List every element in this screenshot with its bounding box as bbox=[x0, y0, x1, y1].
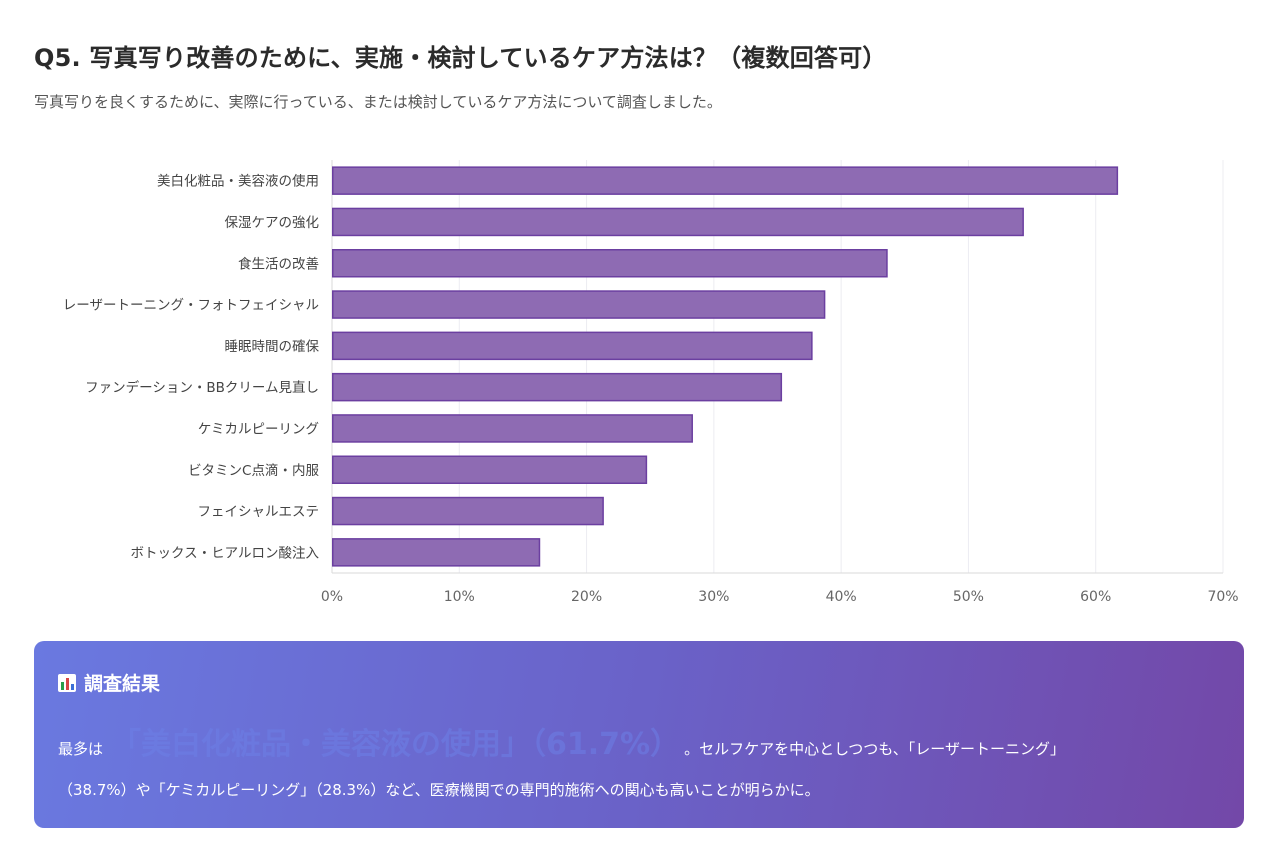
bar bbox=[332, 414, 693, 443]
page-subtitle: 写真写りを良くするために、実際に行っている、または検討しているケア方法について調… bbox=[34, 93, 722, 111]
category-label: ビタミンC点滴・内服 bbox=[188, 462, 319, 479]
result-heading-text: 調査結果 bbox=[84, 673, 161, 695]
result-highlight: 「美白化粧品・美容液の使用」（61.7%） bbox=[111, 727, 681, 762]
x-tick-label: 60% bbox=[1080, 589, 1111, 605]
x-tick-label: 0% bbox=[321, 589, 343, 605]
category-label: レーザートーニング・フォトフェイシャル bbox=[63, 298, 319, 314]
result-summary-line-1: 最多は 「美白化粧品・美容液の使用」（61.7%） 。セルフケアを中心としつつも… bbox=[58, 719, 1065, 763]
bar bbox=[332, 538, 541, 567]
bar bbox=[332, 249, 888, 278]
result-heading: 調査結果 bbox=[58, 669, 160, 696]
category-label: ケミカルピーリング bbox=[198, 421, 319, 437]
category-label: フェイシャルエステ bbox=[198, 504, 320, 520]
category-label: 保湿ケアの強化 bbox=[225, 215, 320, 231]
bar-chart: 0% 10% 20% 30% 40% 50% 60% 70% 美白化粧品・美容液の使用保湿ケアの… bbox=[63, 160, 1239, 605]
bar bbox=[332, 455, 648, 484]
result-prefix: 最多は bbox=[58, 740, 104, 758]
result-summary-line-2: （38.7%）や「ケミカルピーリング」（28.3%）など、医療機関での専門的施術… bbox=[58, 781, 820, 799]
category-label: 食生活の改善 bbox=[238, 255, 319, 272]
bar bbox=[332, 331, 813, 361]
x-tick-label: 30% bbox=[698, 589, 729, 605]
bar bbox=[332, 496, 604, 526]
category-label: 睡眠時間の確保 bbox=[225, 339, 320, 355]
category-label: 美白化粧品・美容液の使用 bbox=[157, 173, 319, 190]
result-suffix: 。セルフケアを中心としつつも、「レーザートーニング」 bbox=[684, 740, 1065, 758]
bar bbox=[332, 290, 826, 319]
category-label: ファンデーション・BBクリーム見直し bbox=[85, 379, 319, 396]
page-title: Q5. 写真写り改善のために、実施・検討しているケア方法は？（複数回答可） bbox=[34, 44, 887, 72]
x-tick-label: 50% bbox=[953, 589, 984, 605]
x-tick-label: 10% bbox=[444, 589, 475, 605]
x-tick-label: 40% bbox=[826, 589, 857, 605]
x-tick-label: 70% bbox=[1207, 589, 1238, 605]
result-panel: 調査結果 最多は 「美白化粧品・美容液の使用」（61.7%） 。セルフケアを中心… bbox=[34, 641, 1244, 828]
bar-chart-icon bbox=[58, 673, 76, 692]
bar bbox=[332, 372, 783, 402]
x-tick-label: 20% bbox=[571, 589, 602, 605]
bar bbox=[332, 166, 1119, 195]
bar bbox=[332, 207, 1024, 237]
category-label: ボトックス・ヒアルロン酸注入 bbox=[131, 545, 320, 561]
